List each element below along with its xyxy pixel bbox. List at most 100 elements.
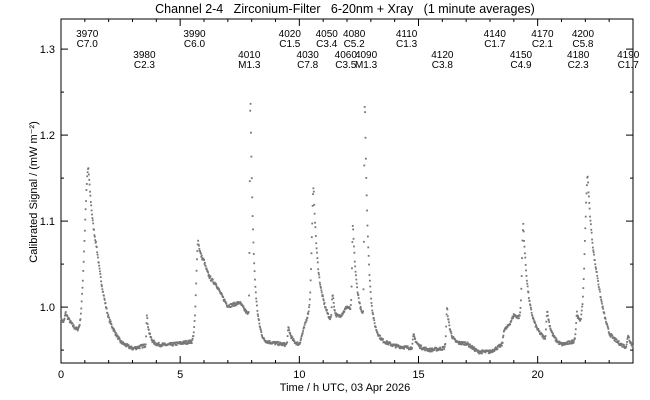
data-point <box>198 248 201 250</box>
data-point <box>413 335 416 338</box>
data-point <box>535 325 538 328</box>
data-point <box>525 279 528 282</box>
data-point <box>135 348 138 351</box>
data-point <box>116 338 119 340</box>
data-point <box>570 340 573 343</box>
data-point <box>522 230 525 233</box>
data-point <box>175 344 178 346</box>
data-point <box>528 300 531 302</box>
data-point <box>90 204 93 207</box>
data-point <box>503 328 506 331</box>
data-point <box>501 342 504 344</box>
data-point <box>444 335 447 338</box>
data-point <box>576 314 579 317</box>
data-point <box>534 321 537 324</box>
data-point <box>83 250 85 253</box>
data-point <box>353 260 356 263</box>
data-point <box>98 264 101 267</box>
data-point <box>143 343 145 346</box>
data-point <box>254 285 257 288</box>
data-point <box>359 305 362 308</box>
data-point <box>623 345 626 348</box>
flare-number: 4030 <box>297 50 320 61</box>
data-point <box>318 281 321 284</box>
data-point <box>140 344 143 347</box>
data-point <box>81 292 83 295</box>
data-point <box>600 298 603 301</box>
data-point <box>86 171 89 174</box>
data-point <box>518 317 520 320</box>
data-point <box>549 325 551 327</box>
data-point <box>611 334 614 337</box>
data-point <box>448 324 451 327</box>
data-point <box>309 279 312 282</box>
data-point <box>525 269 527 272</box>
data-point <box>580 309 583 312</box>
data-point <box>370 304 373 307</box>
data-point <box>86 175 89 178</box>
data-point <box>250 177 253 180</box>
data-point <box>602 307 605 310</box>
data-point <box>253 262 256 265</box>
data-point <box>509 323 512 326</box>
data-point <box>301 333 304 335</box>
data-point <box>207 271 209 274</box>
data-point <box>252 241 255 244</box>
data-point <box>222 296 225 298</box>
data-point <box>613 336 615 339</box>
data-point <box>306 316 309 319</box>
data-point <box>260 334 263 336</box>
data-point <box>316 257 319 260</box>
data-point <box>106 312 109 315</box>
data-point <box>610 333 613 335</box>
data-point <box>193 326 196 328</box>
data-point <box>589 219 592 222</box>
data-point <box>549 328 552 331</box>
data-point <box>125 345 128 348</box>
data-point <box>103 294 105 297</box>
data-point <box>360 308 363 311</box>
data-point <box>386 340 388 342</box>
data-point <box>570 341 572 344</box>
data-point <box>310 236 313 239</box>
data-point <box>472 347 475 350</box>
data-point <box>362 288 365 291</box>
data-point <box>218 288 221 291</box>
data-point <box>286 335 289 338</box>
data-point <box>261 335 264 337</box>
chart-title: Channel 2-4 Zirconium-Filter 6-20nm + Xr… <box>155 2 535 16</box>
data-point <box>323 302 326 304</box>
data-point <box>601 302 603 305</box>
data-point <box>607 331 610 334</box>
data-point <box>529 304 532 307</box>
data-point <box>205 267 208 270</box>
data-point <box>545 315 548 317</box>
data-point <box>94 241 97 244</box>
data-point <box>88 183 91 186</box>
data-point <box>618 343 620 345</box>
data-point <box>608 332 611 335</box>
data-point <box>425 346 427 349</box>
data-point <box>236 303 239 306</box>
data-point <box>552 332 555 335</box>
data-point <box>83 239 86 242</box>
data-point <box>277 340 279 343</box>
flare-class: C2.3 <box>134 60 156 71</box>
flare-number: 4090 <box>355 50 378 61</box>
data-point <box>423 347 426 350</box>
data-point <box>521 239 524 242</box>
data-point <box>389 342 392 345</box>
data-point <box>213 283 215 285</box>
data-point <box>460 341 463 343</box>
data-point <box>200 255 203 258</box>
data-point <box>364 136 367 139</box>
data-point <box>563 341 566 344</box>
data-point <box>603 312 606 315</box>
data-point <box>532 316 535 319</box>
data-point <box>204 265 207 267</box>
data-point <box>316 251 318 254</box>
flare-class: C2.3 <box>568 60 590 71</box>
data-point <box>450 330 452 333</box>
data-point <box>295 343 298 346</box>
data-point <box>537 328 540 330</box>
